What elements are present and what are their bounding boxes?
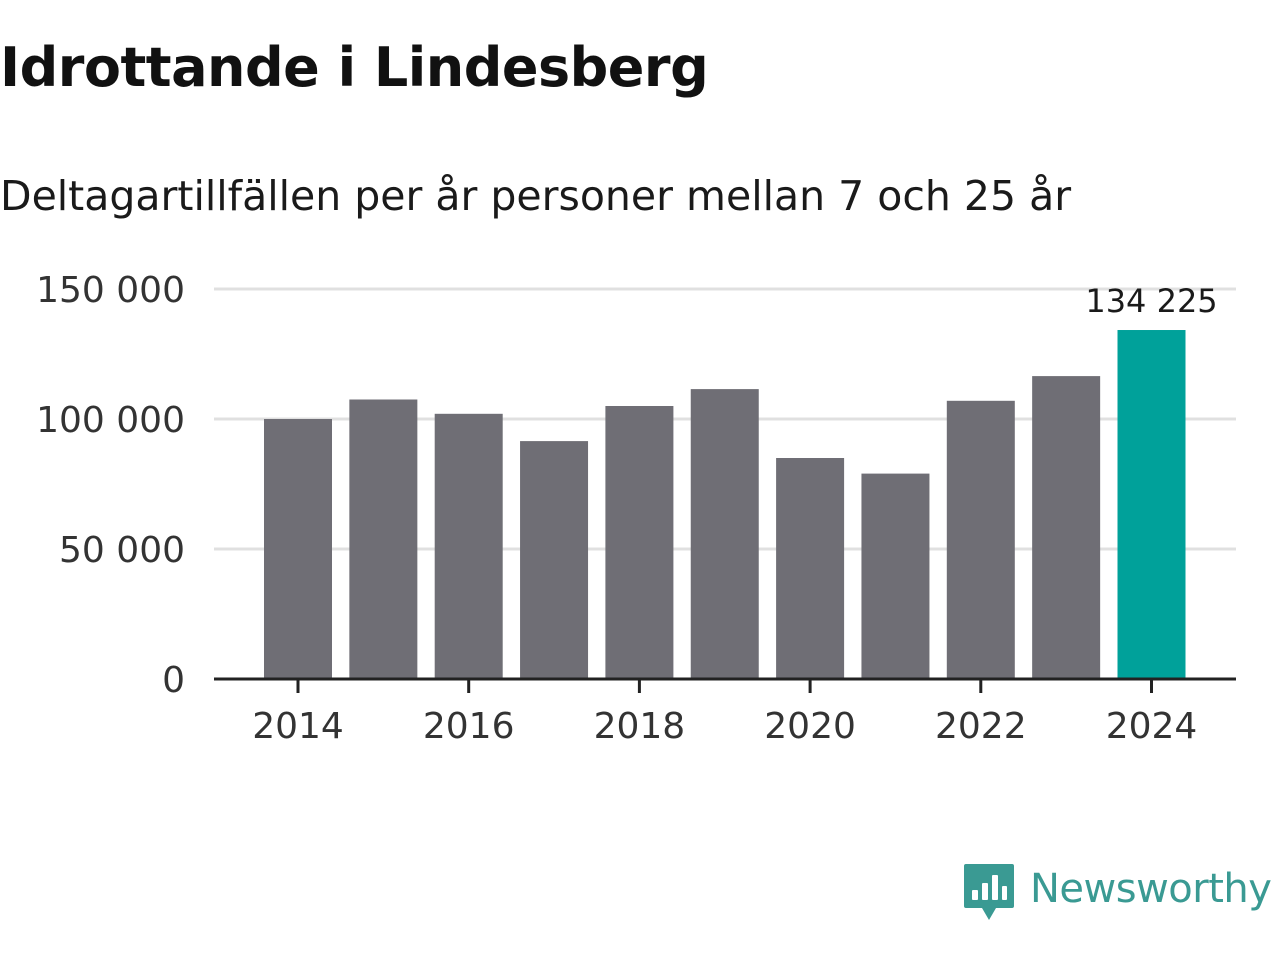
data-labels: 134 225 [1085,282,1217,320]
data-label-2024: 134 225 [1085,282,1217,320]
x-tick-label: 2020 [764,706,856,747]
x-axis: 2014 2016 2018 2020 2022 2024 [214,677,1236,747]
bar-2024 [1117,330,1186,679]
newsworthy-brand: Newsworthy [962,862,1272,928]
bar-2018 [605,406,674,679]
y-tick-label: 0 [162,660,185,701]
x-tick-label: 2022 [935,706,1027,747]
bar-2021 [861,473,930,679]
y-axis-tick-labels: 0 50 000 100 000 150 000 [36,270,185,701]
chart-subtitle: Deltagartillfällen per år personer mella… [0,172,1072,220]
x-tick-label: 2016 [423,706,515,747]
x-tick-label: 2014 [252,706,344,747]
y-tick-label: 50 000 [59,530,185,571]
y-tick-label: 100 000 [36,400,185,441]
bar-2022 [946,400,1015,679]
brand-name: Newsworthy [1030,866,1272,912]
bars [264,330,1186,679]
bar-2014 [264,419,332,679]
bar-2020 [776,458,845,679]
x-tick-label: 2024 [1106,706,1198,747]
newsworthy-logo-icon [964,864,1014,920]
bar-2015 [349,399,418,679]
bar-2016 [434,413,503,679]
bar-2017 [520,441,589,679]
y-tick-label: 150 000 [36,270,185,311]
bar-2019 [690,389,759,679]
bar-2023 [1032,376,1101,679]
x-tick-label: 2018 [594,706,686,747]
chart-title: Idrottande i Lindesberg [0,36,709,99]
